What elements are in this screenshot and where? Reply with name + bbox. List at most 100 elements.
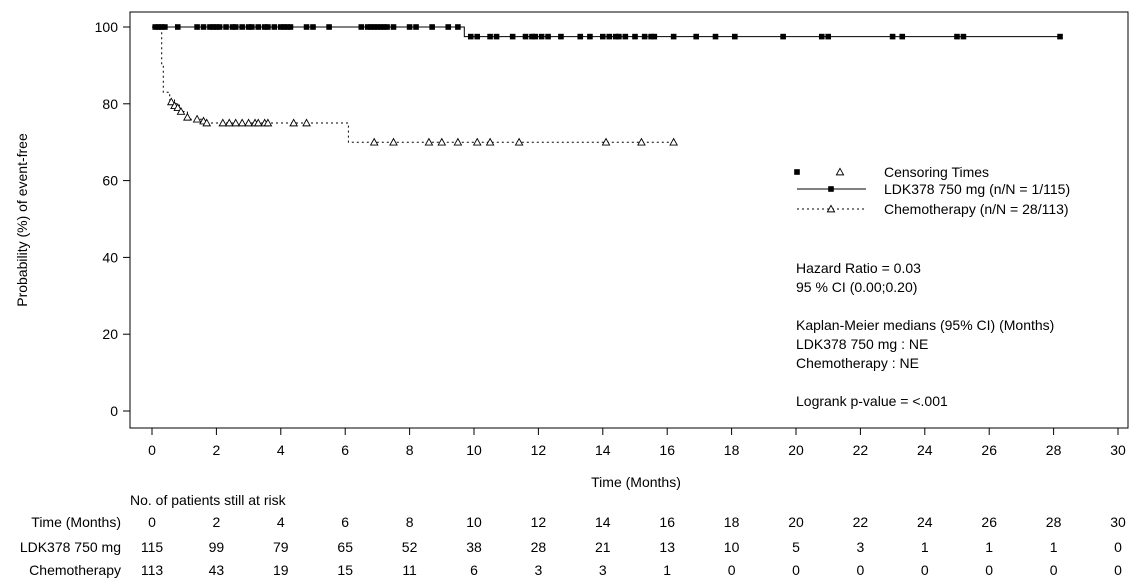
censor-mark-square (381, 24, 387, 30)
censor-mark-square (271, 24, 278, 30)
y-axis-label: Probability (%) of event-free (14, 133, 30, 307)
censor-mark-triangle (472, 137, 482, 146)
risk-table-value: 11 (402, 562, 417, 578)
y-tick-label: 0 (110, 403, 118, 419)
censor-mark-triangle (218, 118, 228, 127)
y-tick-label: 100 (95, 19, 119, 35)
risk-table-value: 6 (470, 562, 478, 578)
censor-mark-square (413, 24, 419, 30)
censor-mark-square (818, 33, 825, 40)
risk-table-value: 0 (728, 562, 736, 578)
censor-mark-square (390, 24, 397, 30)
legend-entry-chemotherapy: Chemotherapy (n/N = 28/113) (884, 201, 1069, 217)
series-ldk378 (152, 24, 1063, 40)
risk-table-time: 30 (1110, 514, 1126, 530)
risk-table-row-label: Chemotherapy (29, 562, 121, 578)
x-tick-label: 16 (659, 442, 675, 458)
x-tick-label: 22 (853, 442, 869, 458)
x-tick-label: 12 (531, 442, 547, 458)
censor-mark-square (358, 24, 365, 30)
censor-mark-triangle (202, 118, 212, 127)
risk-table-time: 22 (853, 514, 869, 530)
x-tick-label: 4 (277, 442, 285, 458)
risk-table-time: 18 (724, 514, 740, 530)
risk-table-value: 0 (792, 562, 800, 578)
risk-table-time: 0 (148, 514, 156, 530)
censor-mark-triangle (669, 137, 679, 146)
legend-square-marker (794, 169, 800, 175)
censor-mark-square (429, 24, 435, 30)
risk-table-value: 5 (792, 539, 800, 555)
hazard-ratio: Hazard Ratio = 0.03 (796, 260, 921, 276)
risk-table-value: 21 (595, 539, 611, 555)
risk-table-value: 52 (402, 539, 418, 555)
risk-table-time: 26 (981, 514, 997, 530)
risk-table-time: 8 (406, 514, 414, 530)
censor-mark-triangle (253, 118, 263, 127)
legend-entry-ldk378: LDK378 750 mg (n/N = 1/115) (884, 181, 1070, 197)
risk-table-value: 0 (1114, 539, 1122, 555)
x-tick-label: 30 (1110, 442, 1126, 458)
x-tick-label: 14 (595, 442, 611, 458)
risk-table-time: 20 (788, 514, 804, 530)
censor-mark-triangle (192, 114, 202, 123)
km-medians-title: Kaplan-Meier medians (95% CI) (Months) (796, 317, 1054, 333)
legend-triangle-marker (835, 167, 845, 176)
risk-table-value: 0 (921, 562, 929, 578)
risk-table-time: 6 (341, 514, 349, 530)
censor-mark-triangle (289, 118, 299, 127)
censor-mark-square (538, 33, 545, 40)
km-median-chemotherapy: Chemotherapy : NE (796, 355, 919, 371)
censor-mark-square (558, 33, 564, 40)
censor-mark-square (223, 24, 229, 30)
risk-table-time: 4 (277, 514, 285, 530)
censor-mark-square (616, 33, 622, 40)
risk-table-row-label: LDK378 750 mg (20, 539, 121, 555)
risk-table-value: 1 (921, 539, 929, 555)
series-chemotherapy (152, 26, 679, 146)
censor-mark-square (889, 33, 896, 40)
censor-mark-square (287, 24, 294, 30)
censor-mark-square (207, 24, 213, 30)
logrank-p-value: Logrank p-value = <.001 (796, 393, 948, 409)
censor-mark-square (255, 24, 262, 30)
censor-mark-square (213, 24, 220, 30)
risk-table-value: 28 (531, 539, 547, 555)
y-tick-label: 20 (102, 326, 118, 342)
censor-mark-square (265, 24, 271, 30)
censor-mark-square (825, 33, 831, 40)
censor-mark-triangle (601, 137, 611, 146)
censor-mark-square (377, 24, 384, 30)
censor-mark-square (371, 24, 377, 30)
censor-mark-square (374, 24, 381, 30)
risk-table-value: 99 (209, 539, 225, 555)
risk-table-value: 113 (141, 562, 164, 578)
risk-table-value: 0 (1114, 562, 1122, 578)
risk-table-value: 3 (857, 539, 865, 555)
censor-mark-square (632, 33, 638, 40)
x-axis-label: Time (Months) (591, 474, 681, 490)
plot-frame (129, 11, 1129, 429)
censor-mark-square (162, 24, 168, 30)
censor-mark-square (174, 24, 181, 30)
censor-mark-square (474, 33, 481, 40)
x-tick-label: 2 (213, 442, 221, 458)
censor-mark-square (310, 24, 316, 30)
risk-table-time: 10 (466, 514, 482, 530)
legend-marker-ldk378 (828, 186, 834, 192)
censor-mark-triangle (183, 112, 192, 121)
x-tick-label: 24 (917, 442, 933, 458)
y-tick-label: 80 (102, 96, 118, 112)
censor-mark-square (532, 33, 538, 40)
censor-mark-square (284, 24, 291, 30)
km-median-ldk378: LDK378 750 mg : NE (796, 336, 928, 352)
censor-mark-square (364, 24, 371, 30)
censor-mark-square (693, 33, 699, 40)
censor-mark-square (651, 33, 658, 40)
risk-table-value: 19 (273, 562, 289, 578)
censor-mark-square (406, 24, 413, 30)
censor-mark-square (577, 33, 584, 40)
risk-table-value: 0 (1050, 562, 1058, 578)
risk-table-value: 13 (659, 539, 675, 555)
